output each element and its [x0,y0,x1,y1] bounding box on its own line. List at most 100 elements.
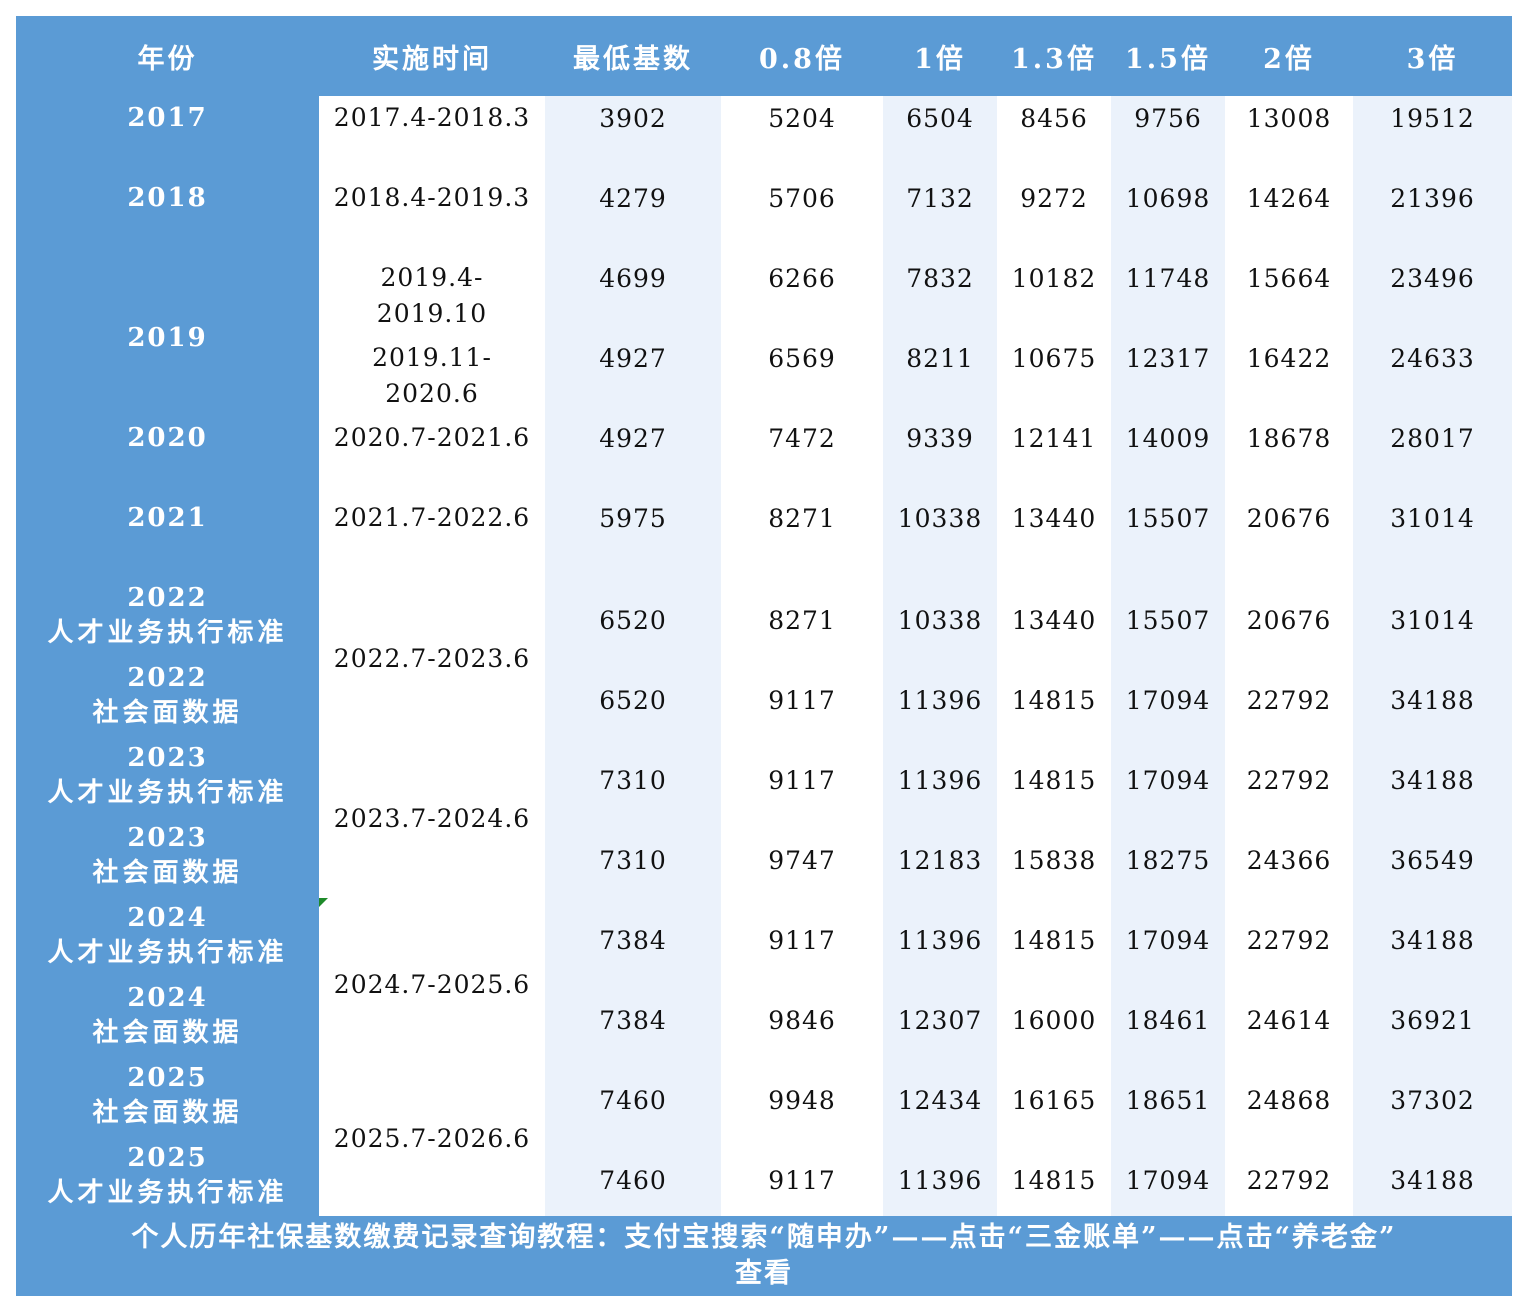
value-cell-3x: 24633 [1390,343,1475,373]
value-cell-2x: 24868 [1246,1085,1332,1115]
year-label: 2020 [127,422,208,453]
value-cell-13x: 16165 [1011,1085,1097,1115]
value-cell-min-base: 7460 [599,1165,667,1195]
value-cell-min-base: 3902 [599,103,667,133]
period-cell: 2023.7-2024.6 [319,736,545,902]
period-cell: 2017.4-2018.3 [319,96,545,140]
value-cell-15x: 9756 [1134,103,1202,133]
value-cell-13x: 9272 [1020,183,1088,213]
value-cell-13x: 12141 [1011,423,1097,453]
period-text: 2017.4-2018.3 [333,103,531,132]
value-cell-3x: 21396 [1390,183,1475,213]
value-cell-3x: 36549 [1390,845,1475,875]
col-2-bg [1225,96,1353,1216]
value-cell-3x: 34188 [1390,1165,1475,1195]
value-cell-min-base: 7384 [599,1005,667,1035]
period-text-cont: 2019.10 [376,299,488,328]
year-cell: 2024 人才业务执行标准 [16,896,319,976]
value-cell-15x: 12317 [1125,343,1211,373]
header-period: 实施时间 [319,16,545,96]
value-cell-2x: 22792 [1246,765,1332,795]
value-cell-min-base: 7310 [599,845,667,875]
year-label: 2018 [127,182,208,213]
value-cell-15x: 17094 [1125,765,1211,795]
header-13x: 1.3倍 [997,16,1111,96]
year-cell: 2022 人才业务执行标准 [16,576,319,656]
value-cell-1x: 7832 [906,263,974,293]
period-text: 2021.7-2022.6 [333,503,531,532]
footer-note: 个人历年社保基数缴费记录查询教程：支付宝搜索“随申办”——点击“三金账单”——点… [16,1216,1512,1296]
year-cell: 2019 [16,256,319,420]
year-label: 2017 [127,102,208,133]
period-cell: 2019.11- 2020.6 [319,336,545,416]
value-cell-08x: 8271 [768,605,836,635]
value-cell-min-base: 7310 [599,765,667,795]
header-08x: 0.8倍 [721,16,883,96]
value-cell-1x: 11396 [897,925,983,955]
value-cell-13x: 8456 [1020,103,1088,133]
value-cell-min-base: 4927 [599,423,667,453]
value-cell-08x: 9117 [768,765,836,795]
col-13-bg [997,96,1111,1216]
value-cell-13x: 15838 [1011,845,1097,875]
year-label: 2023 [127,823,208,853]
value-cell-08x: 5204 [768,103,836,133]
value-cell-15x: 14009 [1125,423,1211,453]
cell-comment-marker [319,898,328,907]
value-cell-3x: 34188 [1390,925,1475,955]
year-label: 2024 [127,903,208,933]
period-text: 2019.4- [380,263,484,292]
value-cell-min-base: 4279 [599,183,667,213]
value-cell-min-base: 6520 [599,685,667,715]
value-cell-1x: 10338 [897,503,983,533]
value-cell-3x: 36921 [1390,1005,1475,1035]
value-cell-1x: 9339 [906,423,974,453]
value-cell-13x: 13440 [1011,503,1097,533]
value-cell-min-base: 6520 [599,605,667,635]
value-cell-3x: 19512 [1390,103,1475,133]
value-cell-08x: 5706 [768,183,836,213]
footer-line-2: 查看 [735,1258,793,1289]
value-cell-13x: 14815 [1011,1165,1097,1195]
value-cell-min-base: 7384 [599,925,667,955]
value-cell-13x: 14815 [1011,925,1097,955]
year-note: 人才业务执行标准 [47,618,288,648]
col-1-bg [883,96,997,1216]
value-cell-3x: 37302 [1390,1085,1475,1115]
year-note: 社会面数据 [92,1018,243,1048]
social-security-base-table: 年份 实施时间 最低基数 0.8倍 1倍 1.3倍 1.5倍 2倍 3倍 201… [16,16,1512,1296]
year-label: 2022 [127,663,208,693]
year-cell: 2022 社会面数据 [16,656,319,736]
period-text: 2019.11- [372,343,492,372]
year-cell: 2020 [16,416,319,460]
period-cell: 2021.7-2022.6 [319,496,545,540]
footer-line-1: 个人历年社保基数缴费记录查询教程：支付宝搜索“随申办”——点击“三金账单”——点… [131,1222,1397,1253]
col-15-bg [1111,96,1225,1216]
year-label: 2022 [127,583,208,613]
period-cell: 2022.7-2023.6 [319,576,545,742]
period-text: 2024.7-2025.6 [333,970,531,999]
year-note: 人才业务执行标准 [47,938,288,968]
value-cell-1x: 6504 [906,103,974,133]
year-note: 人才业务执行标准 [47,778,288,808]
period-cell: 2018.4-2019.3 [319,176,545,220]
value-cell-2x: 22792 [1246,685,1332,715]
year-note: 社会面数据 [92,698,243,728]
header-year: 年份 [16,16,319,96]
value-cell-1x: 7132 [906,183,974,213]
header-15x: 1.5倍 [1111,16,1225,96]
value-cell-2x: 22792 [1246,1165,1332,1195]
value-cell-15x: 15507 [1125,605,1211,635]
year-cell: 2025 人才业务执行标准 [16,1136,319,1216]
value-cell-3x: 28017 [1390,423,1475,453]
header-min-base: 最低基数 [545,16,721,96]
value-cell-13x: 10182 [1011,263,1097,293]
year-label: 2024 [127,983,208,1013]
year-label: 2019 [127,322,208,353]
value-cell-1x: 12307 [897,1005,983,1035]
value-cell-min-base: 4699 [599,263,667,293]
value-cell-2x: 13008 [1246,103,1332,133]
value-cell-1x: 11396 [897,765,983,795]
year-cell: 2018 [16,176,319,220]
year-cell: 2025 社会面数据 [16,1056,319,1136]
